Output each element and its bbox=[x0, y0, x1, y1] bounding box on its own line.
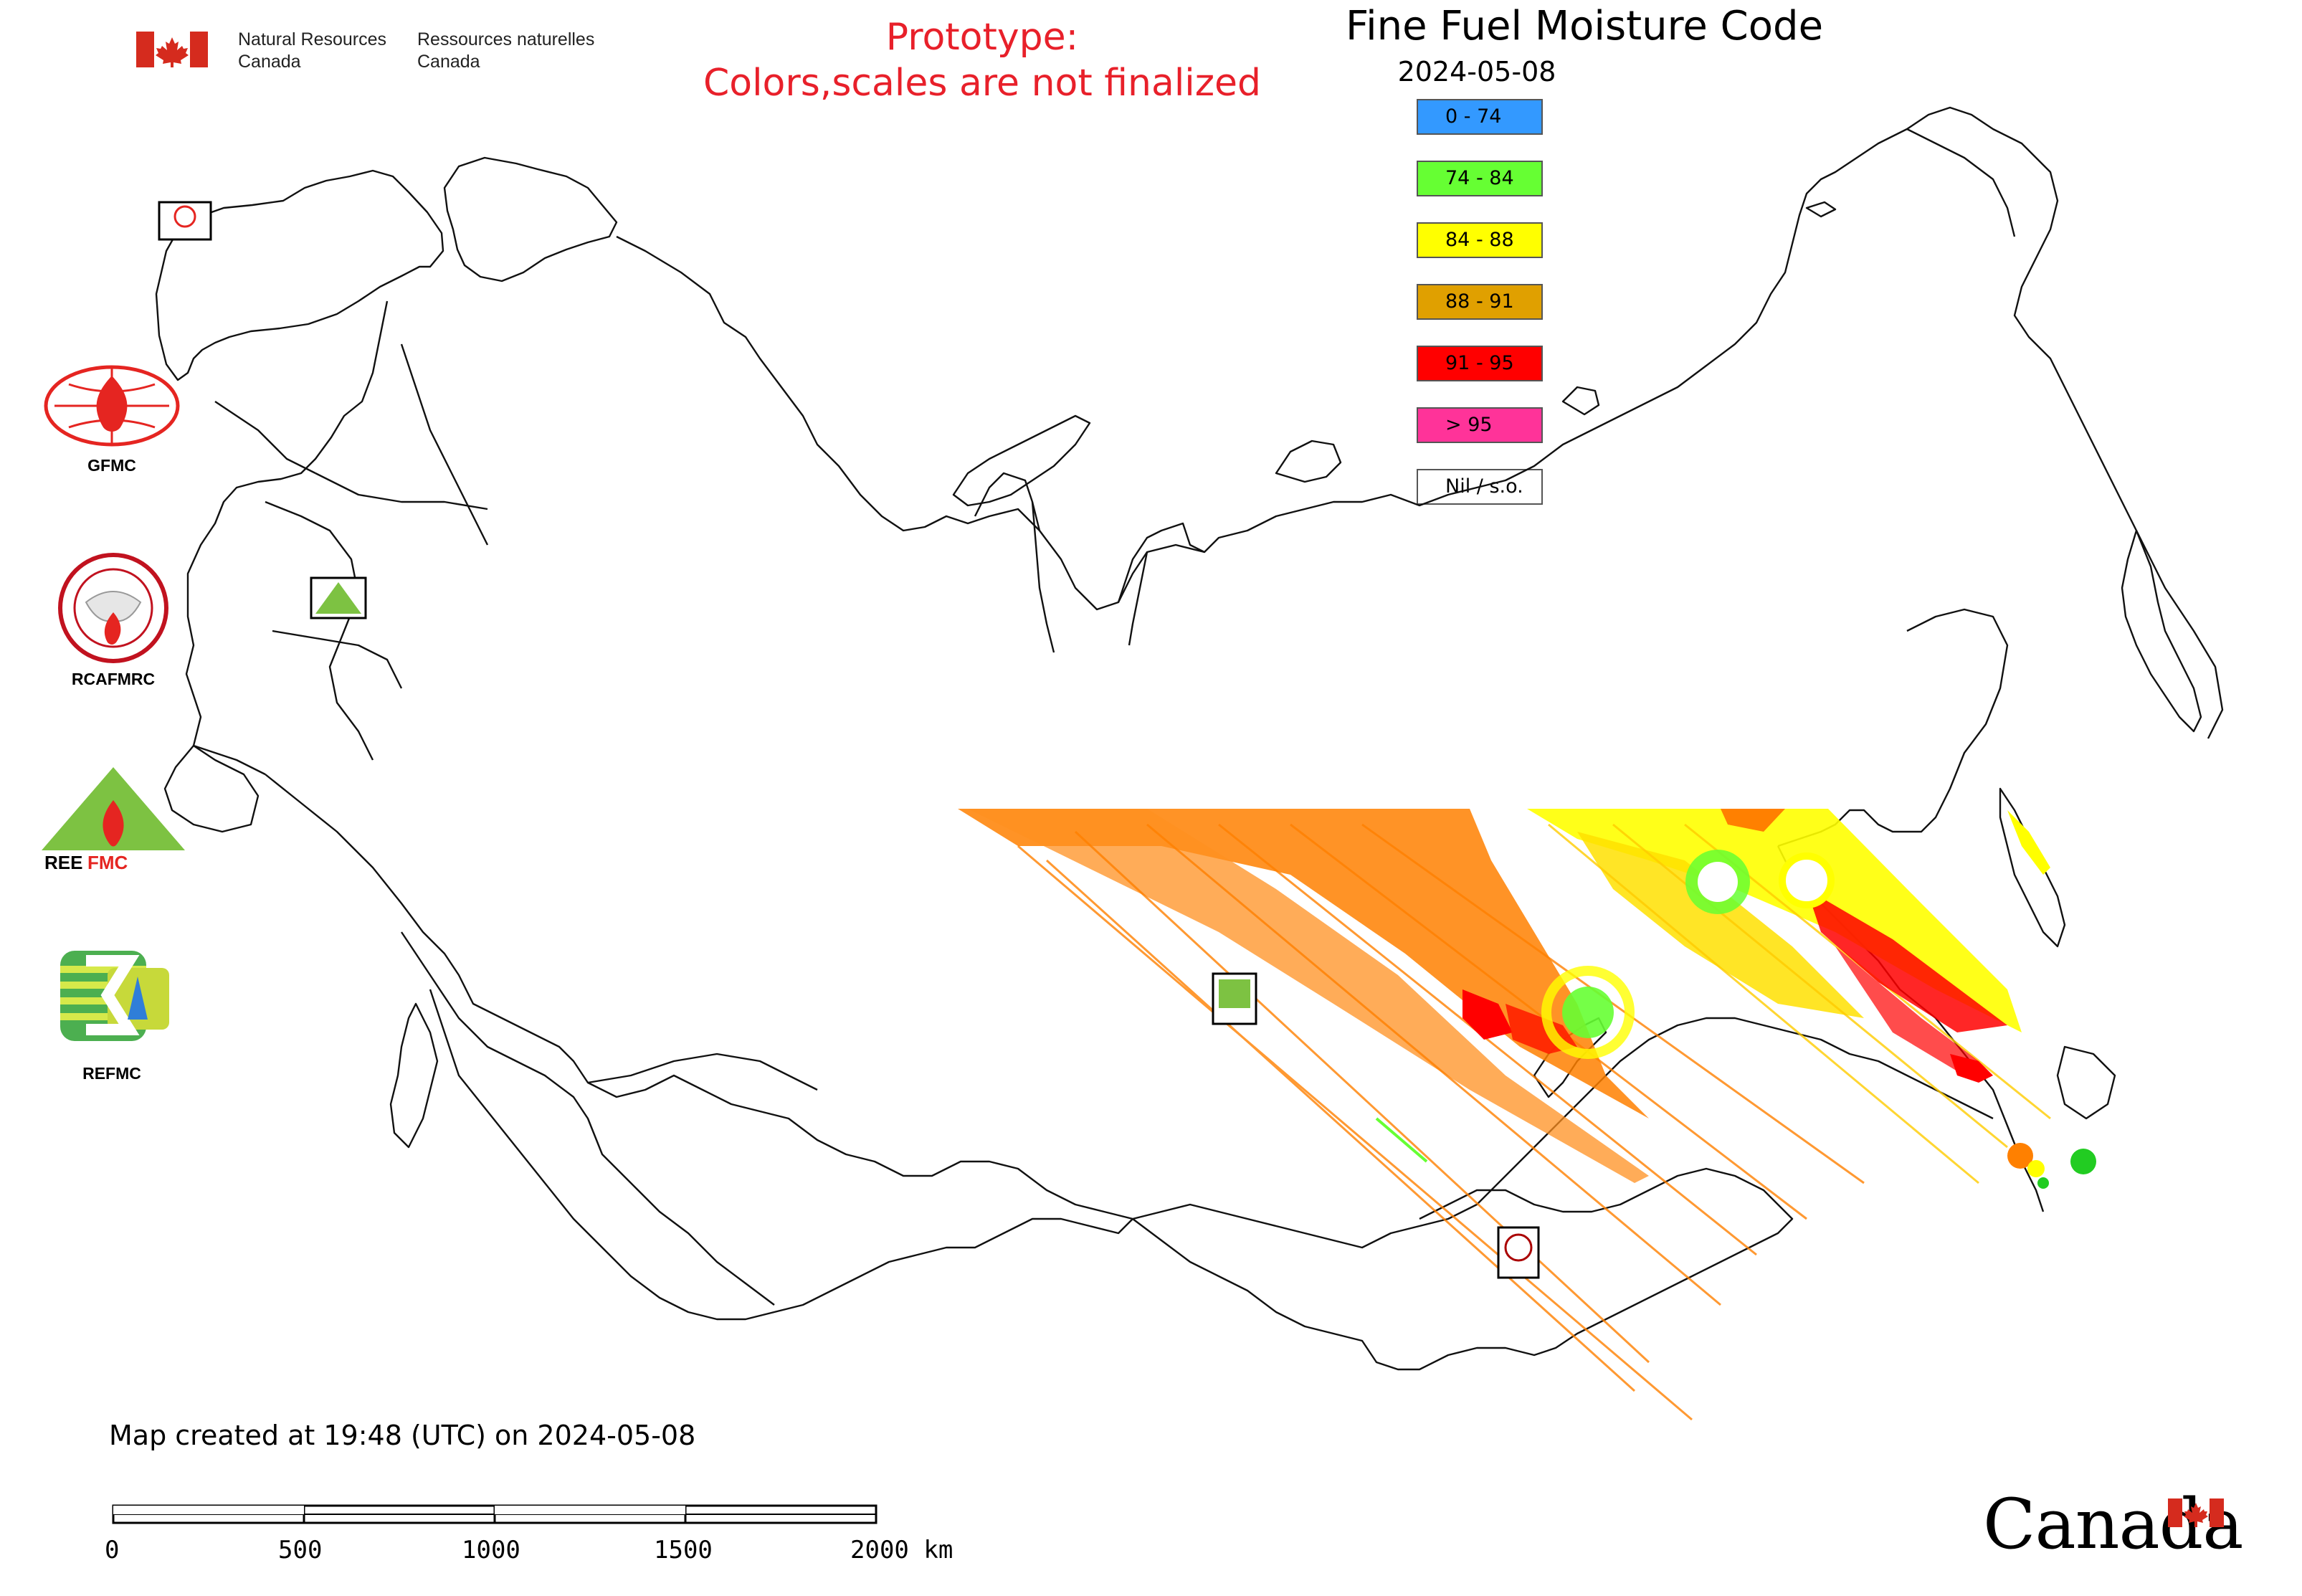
canada-flag-icon bbox=[136, 32, 208, 67]
on-map-markers bbox=[158, 201, 1540, 1279]
legend-item: 74 - 84 bbox=[1417, 161, 1543, 196]
border-kazakhstan-south bbox=[429, 989, 1133, 1321]
coastline-arctic-russia bbox=[616, 106, 2224, 739]
gfmc-label: GFMC bbox=[87, 456, 136, 475]
prototype-notice-line1: Prototype: bbox=[885, 16, 1079, 59]
ffmc-region-74-84 bbox=[2070, 1149, 2096, 1174]
scale-label: 2000 km bbox=[850, 1536, 953, 1564]
ffmc-streak bbox=[1218, 823, 1757, 1256]
ffmc-region-88-91 bbox=[2007, 1143, 2033, 1169]
ffmc-region-88-91 bbox=[958, 809, 1649, 1118]
department-name-english: Natural Resources Canada bbox=[238, 29, 386, 73]
prototype-notice-line2: Colors,scales are not finalized bbox=[703, 62, 1262, 105]
rcafmrc-logo bbox=[58, 553, 168, 663]
department-name-french: Ressources naturelles Canada bbox=[417, 29, 594, 73]
island-novaya-zemlya bbox=[952, 414, 1091, 507]
rcafmrc-map-marker-icon bbox=[1504, 1233, 1533, 1262]
border-eastern-europe-2 bbox=[214, 401, 316, 475]
island-hokkaido bbox=[2056, 1045, 2116, 1120]
border-eastern-europe-4 bbox=[315, 472, 488, 510]
legend-item: 88 - 91 bbox=[1417, 284, 1543, 320]
department-name-fr-line2: Canada bbox=[417, 52, 480, 72]
coastline-taymyr bbox=[1117, 522, 1205, 603]
scale-label: 500 bbox=[278, 1536, 323, 1564]
ffmc-region-91-95 bbox=[1462, 989, 1513, 1040]
gfmc-map-marker bbox=[158, 201, 212, 241]
border-eastern-europe-3 bbox=[400, 343, 489, 546]
gfmc-map-marker-icon bbox=[173, 205, 196, 228]
refmc-map-marker-icon bbox=[1219, 979, 1250, 1008]
ffmc-streak bbox=[1045, 859, 1636, 1392]
island-new-siberian bbox=[1561, 386, 1600, 416]
coastline-kola-peninsula bbox=[443, 156, 618, 282]
border-eastern-europe bbox=[265, 500, 374, 761]
department-name-fr-line1: Ressources naturelles bbox=[417, 29, 595, 49]
ffmc-region-74-84 bbox=[1562, 987, 1614, 1038]
ffmc-region-84-88 bbox=[1541, 966, 1635, 1059]
ffmc-streak bbox=[1074, 830, 1650, 1364]
map-title: Fine Fuel Moisture Code bbox=[1345, 3, 1824, 49]
ffmc-raster bbox=[958, 809, 2096, 1421]
ffmc-streak bbox=[1375, 1117, 1428, 1163]
border-russia-south bbox=[265, 774, 1994, 1249]
ffmc-streak bbox=[1612, 823, 2008, 1149]
canada-wordmark: Canada bbox=[1983, 1484, 2243, 1564]
ffmc-streak bbox=[1146, 823, 1721, 1306]
legend-item: 84 - 88 bbox=[1417, 222, 1543, 258]
reefmc-logo: REE FMC bbox=[42, 767, 185, 872]
coastline-kamchatka bbox=[2121, 529, 2202, 733]
scale-label: 1000 bbox=[462, 1536, 520, 1564]
rcafmrc-label: RCAFMRC bbox=[71, 670, 156, 688]
map-creation-note: Map created at 19:48 (UTC) on 2024-05-08 bbox=[109, 1420, 696, 1451]
scale-bar bbox=[112, 1504, 877, 1524]
ffmc-streak bbox=[1017, 845, 1693, 1421]
legend-item: 91 - 95 bbox=[1417, 346, 1543, 381]
map-date: 2024-05-08 bbox=[1397, 56, 1556, 87]
svg-text:FMC: FMC bbox=[87, 852, 128, 872]
coastline-baltic bbox=[185, 300, 389, 776]
island-severnaya-zemlya bbox=[1275, 440, 1342, 483]
border-mongolia bbox=[1132, 1167, 1794, 1371]
ffmc-region-91-95 bbox=[1807, 889, 2007, 1032]
refmc-label: REFMC bbox=[82, 1064, 141, 1083]
ffmc-region-74-84 bbox=[2037, 1177, 2049, 1189]
ffmc-region-91-95 bbox=[1950, 1054, 1993, 1083]
reefmc-map-marker-icon bbox=[315, 582, 361, 614]
ffmc-region-84-88 bbox=[1779, 852, 1835, 908]
border-eastern-europe-5 bbox=[272, 630, 403, 689]
legend-item: > 95 bbox=[1417, 407, 1543, 443]
ffmc-region-88-91 bbox=[1721, 809, 1785, 832]
department-name-en-line1: Natural Resources bbox=[238, 29, 387, 49]
ffmc-region-84-88 bbox=[2007, 810, 2050, 875]
ffmc-region-84-88 bbox=[1698, 862, 1738, 902]
ffmc-region-84-88 bbox=[1527, 809, 2022, 1032]
svg-text:REE: REE bbox=[44, 852, 82, 872]
coastline-ob-gulf bbox=[1031, 501, 1055, 653]
rcafmrc-map-marker bbox=[1497, 1226, 1540, 1279]
coastline-chukotka bbox=[1906, 128, 2016, 237]
island-wrangel bbox=[1805, 201, 1837, 218]
border-central-asia-2 bbox=[587, 1053, 818, 1091]
gfmc-logo bbox=[44, 365, 180, 447]
canada-wordmark-flag-icon bbox=[2168, 1498, 2224, 1527]
ffmc-region-88-91 bbox=[968, 809, 1649, 1183]
scale-label: 0 bbox=[105, 1536, 120, 1564]
coastline-caspian bbox=[389, 1002, 439, 1149]
scale-label: 1500 bbox=[654, 1536, 713, 1564]
border-central-asia bbox=[401, 931, 775, 1306]
department-name-en-line2: Canada bbox=[238, 52, 301, 72]
coastline-black-sea bbox=[163, 744, 260, 833]
prototype-notice: Prototype: Colors,scales are not finaliz… bbox=[645, 14, 1319, 106]
legend-item: 0 - 74 bbox=[1417, 99, 1543, 135]
ffmc-streak bbox=[1361, 823, 1865, 1184]
coastline-yenisei-gulf bbox=[1128, 551, 1148, 646]
ffmc-region-91-95 bbox=[1835, 946, 1979, 1075]
coastline-scandinavia bbox=[155, 169, 444, 381]
island-sakhalin bbox=[1999, 787, 2066, 948]
ffmc-streak bbox=[1548, 823, 1979, 1184]
refmc-logo bbox=[60, 951, 169, 1041]
ffmc-region-84-88 bbox=[2027, 1160, 2045, 1177]
